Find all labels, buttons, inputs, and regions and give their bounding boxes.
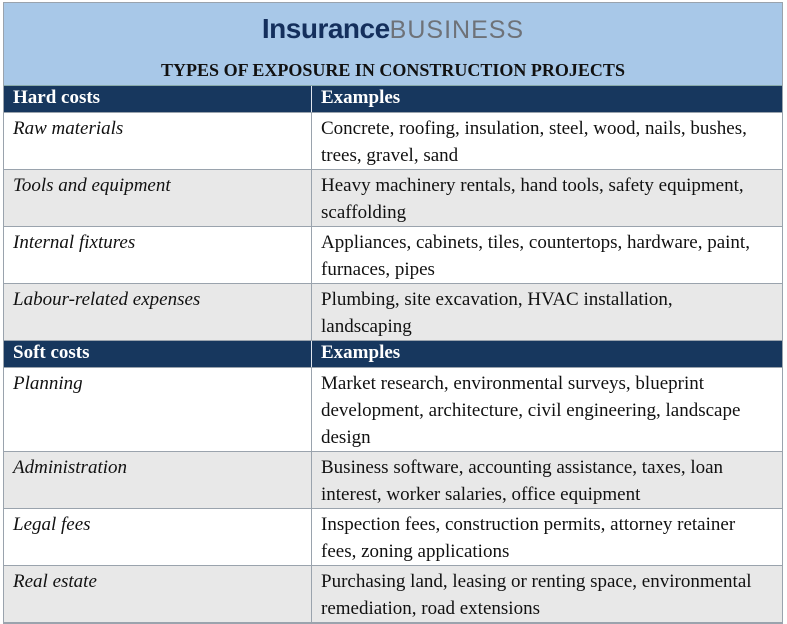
section-header: Hard costs Examples xyxy=(4,86,782,113)
table-row: Administration Business software, account… xyxy=(4,452,782,509)
cost-type-cell: Raw materials xyxy=(4,113,312,169)
cost-type-cell: Tools and equipment xyxy=(4,170,312,226)
examples-cell: Market research, environmental surveys, … xyxy=(321,373,741,448)
cost-type-cell: Legal fees xyxy=(4,509,312,565)
table-row: Real estate Purchasing land, leasing or r… xyxy=(4,566,782,623)
examples-cell: Business software, accounting assistance… xyxy=(321,457,724,505)
table-card: InsuranceBUSINESS TYPES OF EXPOSURE IN C… xyxy=(3,2,783,624)
column-header: Soft costs xyxy=(4,341,312,367)
logo: InsuranceBUSINESS xyxy=(4,3,782,47)
cost-type-cell: Planning xyxy=(4,368,312,451)
examples-cell: Plumbing, site excavation, HVAC installa… xyxy=(321,289,673,337)
cost-type-cell: Internal fixtures xyxy=(4,227,312,283)
table-row: Tools and equipment Heavy machinery renta… xyxy=(4,170,782,227)
examples-cell: Concrete, roofing, insulation, steel, wo… xyxy=(321,118,747,166)
examples-cell: Appliances, cabinets, tiles, countertops… xyxy=(321,232,750,280)
column-header: Examples xyxy=(321,342,401,363)
column-header: Examples xyxy=(321,87,401,108)
page: InsuranceBUSINESS TYPES OF EXPOSURE IN C… xyxy=(3,2,783,624)
table-row: Planning Market research, environmental s… xyxy=(4,368,782,452)
examples-cell: Purchasing land, leasing or renting spac… xyxy=(321,571,752,619)
examples-cell: Inspection fees, construction permits, a… xyxy=(321,514,736,562)
title: TYPES OF EXPOSURE IN CONSTRUCTION PROJEC… xyxy=(161,60,625,80)
header: InsuranceBUSINESS TYPES OF EXPOSURE IN C… xyxy=(4,3,782,86)
table-row: Labour-related expenses Plumbing, site ex… xyxy=(4,284,782,341)
section-header: Soft costs Examples xyxy=(4,341,782,368)
table: Hard costs Examples Raw materials Concrete,… xyxy=(4,86,782,623)
cost-type-cell: Administration xyxy=(4,452,312,508)
examples-cell: Heavy machinery rentals, hand tools, saf… xyxy=(321,175,744,223)
logo-bold: Insurance xyxy=(261,13,390,44)
table-row: Raw materials Concrete, roofing, insulati… xyxy=(4,113,782,170)
cost-type-cell: Labour-related expenses xyxy=(4,284,312,340)
table-row: Legal fees Inspection fees, construction … xyxy=(4,509,782,566)
table-row: Internal fixtures Appliances, cabinets, t… xyxy=(4,227,782,284)
column-header: Hard costs xyxy=(4,86,312,112)
logo-light: BUSINESS xyxy=(389,16,525,44)
cost-type-cell: Real estate xyxy=(4,566,312,622)
